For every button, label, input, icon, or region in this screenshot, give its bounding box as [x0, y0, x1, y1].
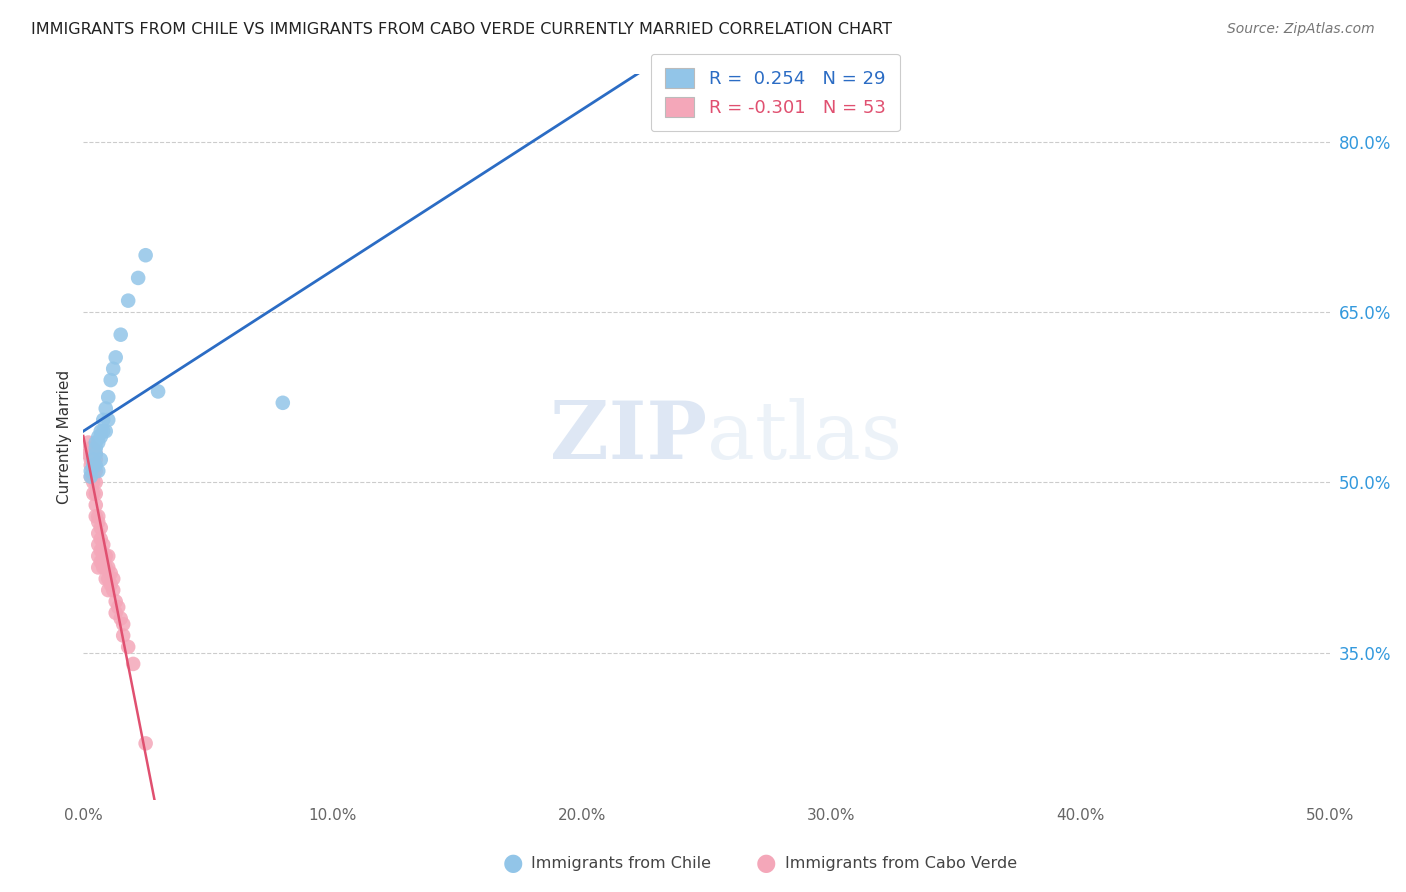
- Point: [146, 384, 169, 399]
- Point: [87, 430, 110, 444]
- Text: Immigrants from Chile: Immigrants from Chile: [531, 856, 711, 871]
- Point: [84, 486, 107, 500]
- Text: IMMIGRANTS FROM CHILE VS IMMIGRANTS FROM CABO VERDE CURRENTLY MARRIED CORRELATIO: IMMIGRANTS FROM CHILE VS IMMIGRANTS FROM…: [31, 22, 891, 37]
- Point: [91, 413, 114, 427]
- Point: [82, 458, 104, 473]
- Point: [94, 560, 117, 574]
- Point: [82, 486, 104, 500]
- Point: [97, 560, 120, 574]
- Point: [80, 464, 103, 478]
- Text: ●: ●: [503, 852, 523, 875]
- Point: [104, 351, 127, 365]
- Point: [110, 611, 132, 625]
- Point: [84, 464, 107, 478]
- Point: [87, 464, 110, 478]
- Point: [87, 538, 110, 552]
- Point: [122, 657, 145, 671]
- Point: [94, 572, 117, 586]
- Point: [90, 555, 112, 569]
- Point: [104, 606, 127, 620]
- Point: [103, 583, 125, 598]
- Point: [112, 617, 135, 632]
- Text: atlas: atlas: [707, 398, 901, 475]
- Point: [97, 572, 120, 586]
- Point: [84, 509, 107, 524]
- Point: [100, 566, 122, 580]
- Point: [80, 441, 103, 455]
- Point: [100, 577, 122, 591]
- Point: [94, 424, 117, 438]
- Point: [82, 452, 104, 467]
- Point: [112, 628, 135, 642]
- Point: [100, 373, 122, 387]
- Legend: R =  0.254   N = 29, R = -0.301   N = 53: R = 0.254 N = 29, R = -0.301 N = 53: [651, 54, 900, 131]
- Point: [87, 509, 110, 524]
- Point: [84, 475, 107, 490]
- Point: [87, 560, 110, 574]
- Point: [84, 498, 107, 512]
- Point: [80, 458, 103, 473]
- Point: [87, 549, 110, 563]
- Point: [80, 447, 103, 461]
- Point: [87, 526, 110, 541]
- Point: [90, 521, 112, 535]
- Point: [97, 413, 120, 427]
- Point: [84, 447, 107, 461]
- Point: [87, 435, 110, 450]
- Point: [82, 452, 104, 467]
- Point: [117, 293, 139, 308]
- Point: [91, 549, 114, 563]
- Text: Source: ZipAtlas.com: Source: ZipAtlas.com: [1227, 22, 1375, 37]
- Point: [94, 549, 117, 563]
- Point: [84, 435, 107, 450]
- Text: ●: ●: [756, 852, 776, 875]
- Point: [84, 441, 107, 455]
- Point: [84, 452, 107, 467]
- Point: [90, 424, 112, 438]
- Point: [135, 736, 157, 750]
- Point: [94, 401, 117, 416]
- Point: [104, 594, 127, 608]
- Point: [80, 469, 103, 483]
- Point: [87, 515, 110, 529]
- Point: [82, 464, 104, 478]
- Point: [127, 271, 149, 285]
- Point: [91, 560, 114, 574]
- Point: [135, 248, 157, 262]
- Point: [80, 452, 103, 467]
- Point: [90, 532, 112, 546]
- Y-axis label: Currently Married: Currently Married: [58, 370, 72, 504]
- Point: [90, 430, 112, 444]
- Point: [107, 600, 129, 615]
- Point: [77, 447, 100, 461]
- Point: [90, 543, 112, 558]
- Text: ZIP: ZIP: [550, 398, 707, 475]
- Point: [271, 396, 294, 410]
- Point: [84, 458, 107, 473]
- Point: [82, 441, 104, 455]
- Point: [110, 327, 132, 342]
- Point: [97, 583, 120, 598]
- Point: [77, 435, 100, 450]
- Point: [91, 424, 114, 438]
- Point: [103, 361, 125, 376]
- Point: [103, 572, 125, 586]
- Point: [84, 447, 107, 461]
- Point: [117, 640, 139, 654]
- Point: [80, 469, 103, 483]
- Point: [91, 538, 114, 552]
- Point: [90, 452, 112, 467]
- Point: [97, 549, 120, 563]
- Text: Immigrants from Cabo Verde: Immigrants from Cabo Verde: [785, 856, 1017, 871]
- Point: [82, 475, 104, 490]
- Point: [82, 469, 104, 483]
- Point: [97, 390, 120, 404]
